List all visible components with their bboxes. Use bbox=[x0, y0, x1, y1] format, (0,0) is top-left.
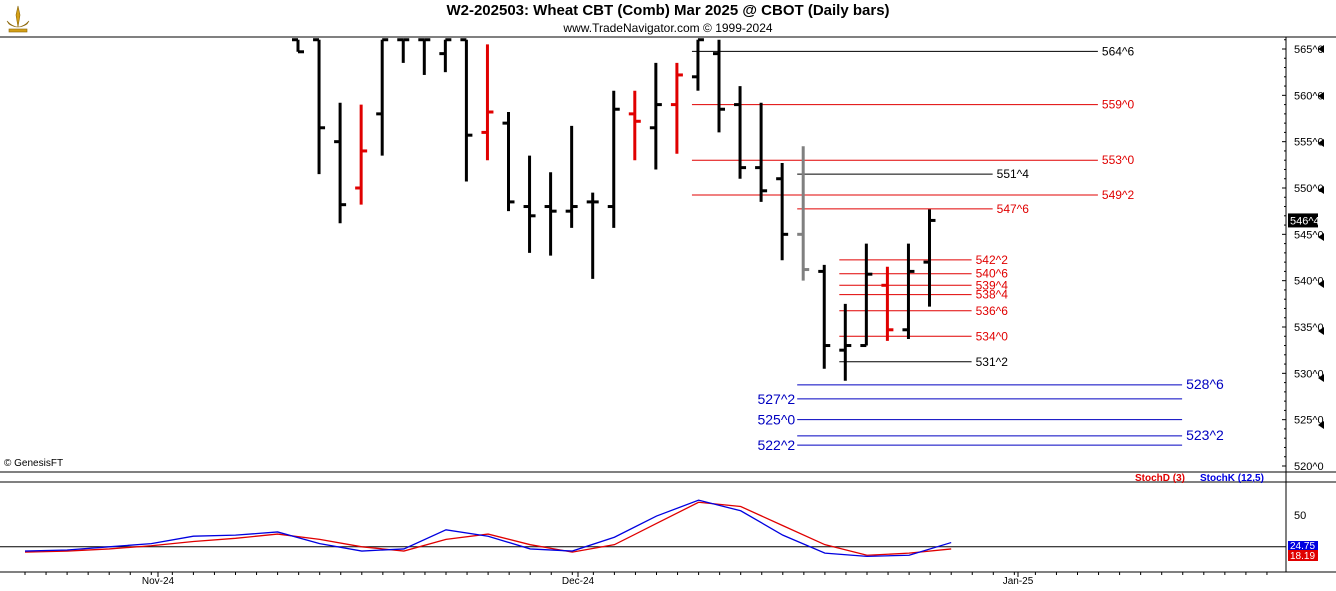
level-label: 525^0 bbox=[757, 412, 795, 428]
level-label: 559^0 bbox=[1102, 98, 1135, 112]
stoch-k-badge bbox=[1288, 541, 1318, 550]
level-label: 542^2 bbox=[976, 253, 1009, 267]
level-label: 540^6 bbox=[976, 267, 1009, 281]
y-tick-label: 540^0 bbox=[1294, 276, 1324, 288]
level-label: 531^2 bbox=[976, 355, 1009, 369]
level-label: 549^2 bbox=[1102, 188, 1135, 202]
chart-title: W2-202503: Wheat CBT (Comb) Mar 2025 @ C… bbox=[446, 2, 890, 19]
stochastic-panel bbox=[0, 499, 1286, 557]
stoch-y-tick-label: 50 bbox=[1294, 510, 1306, 522]
x-tick-label: Jan-25 bbox=[1003, 576, 1034, 587]
level-label: 553^0 bbox=[1102, 153, 1135, 167]
stoch-k-value: 24.75 bbox=[1290, 541, 1315, 552]
y-tick-label: 520^0 bbox=[1294, 461, 1324, 473]
y-tick-label: 565^0 bbox=[1294, 44, 1324, 56]
last-price-badge bbox=[1288, 213, 1318, 228]
plot-background bbox=[0, 37, 1336, 591]
axis-arrow-icon bbox=[1318, 45, 1324, 53]
data-credit: © GenesisFT bbox=[4, 458, 64, 469]
level-label: 528^6 bbox=[1186, 376, 1224, 392]
level-label: 536^6 bbox=[976, 304, 1009, 318]
legend-stoch-d: StochD (3) bbox=[1135, 473, 1185, 484]
axis-arrow-icon bbox=[1318, 92, 1324, 100]
stoch-series-line bbox=[24, 501, 952, 556]
price-bars bbox=[292, 38, 936, 381]
level-label: 547^6 bbox=[997, 202, 1030, 216]
level-label: 534^0 bbox=[976, 329, 1009, 343]
axis-arrow-icon bbox=[1318, 327, 1324, 335]
level-label: 538^4 bbox=[976, 288, 1009, 302]
level-label: 551^4 bbox=[997, 167, 1030, 181]
stoch-d-badge bbox=[1288, 550, 1318, 561]
axes: 520^0 525^0 530^0 535^0 540^0 545^0 550^0 555^0… bbox=[24, 39, 1324, 587]
x-tick-label: Dec-24 bbox=[562, 576, 595, 587]
x-tick-label: Nov-24 bbox=[142, 576, 175, 587]
stoch-series-line bbox=[24, 499, 952, 557]
y-tick-label: 550^0 bbox=[1294, 183, 1324, 195]
axis-arrow-icon bbox=[1318, 186, 1324, 194]
legend-stoch-k: StochK (12,5) bbox=[1200, 473, 1264, 484]
y-tick-label: 530^0 bbox=[1294, 368, 1324, 380]
chart-subtitle: www.TradeNavigator.com © 1999-2024 bbox=[563, 21, 773, 35]
level-label: 523^2 bbox=[1186, 427, 1224, 443]
genesis-logo-icon bbox=[6, 5, 30, 33]
axis-arrow-icon bbox=[1318, 139, 1324, 147]
axis-arrow-icon bbox=[1318, 374, 1324, 382]
axis-arrow-icon bbox=[1318, 280, 1324, 288]
level-label: 564^6 bbox=[1102, 44, 1135, 58]
y-tick-label: 535^0 bbox=[1294, 322, 1324, 334]
y-tick-label: 560^0 bbox=[1294, 90, 1324, 102]
stoch-d-value: 18.19 bbox=[1290, 551, 1315, 562]
level-label: 527^2 bbox=[757, 391, 795, 407]
level-label: 522^2 bbox=[757, 437, 795, 453]
chart-frame bbox=[0, 36, 1336, 591]
level-lines: 564^6 559^0 553^0 551^4 549^2 547^6 542^2540^6… bbox=[691, 44, 1224, 453]
y-tick-label: 555^0 bbox=[1294, 137, 1324, 149]
level-label: 539^4 bbox=[976, 278, 1009, 292]
y-tick-label: 525^0 bbox=[1294, 415, 1324, 427]
axis-arrow-icon bbox=[1318, 421, 1324, 429]
axis-arrow-icon bbox=[1318, 233, 1324, 241]
last-price-label: 546^4 bbox=[1290, 215, 1320, 227]
y-tick-label: 545^0 bbox=[1294, 229, 1324, 241]
